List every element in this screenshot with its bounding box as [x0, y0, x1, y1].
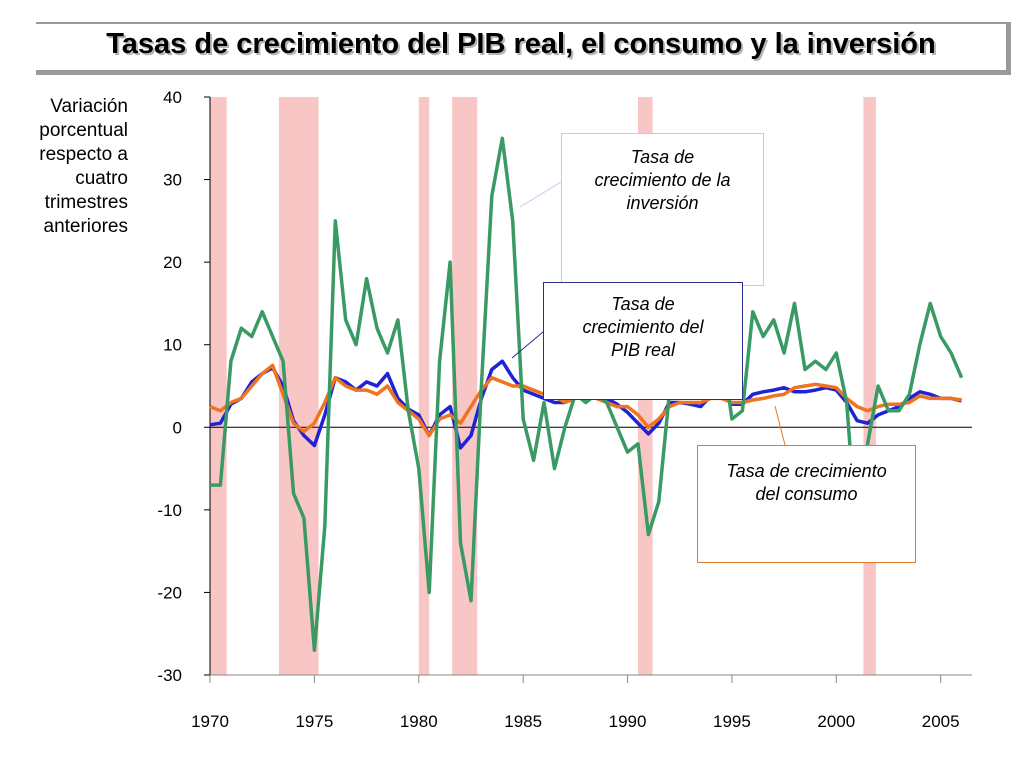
title-bottom-rule [36, 70, 1010, 75]
callout-inversion: Tasa de crecimiento de la inversión [561, 133, 764, 286]
y-axis-label-line: anteriores [43, 216, 129, 237]
title-right-rule [1006, 22, 1011, 75]
callout-line: Tasa de crecimiento [726, 461, 887, 481]
recession-band [418, 97, 430, 675]
x-tick-label: 1995 [713, 712, 751, 731]
leader-line-consumo [774, 405, 786, 446]
y-tick-label: 20 [163, 253, 182, 272]
y-tick-label: -30 [157, 666, 182, 685]
title-top-rule [36, 22, 1006, 24]
callout-line: crecimiento de la [594, 170, 731, 190]
y-tick-label: 0 [173, 418, 182, 437]
x-tick-label: 1985 [504, 712, 542, 731]
y-axis-label-line: porcentual [39, 120, 128, 141]
y-tick-label: 40 [163, 88, 182, 107]
x-tick-label: 1980 [400, 712, 438, 731]
callout-line: crecimiento del [582, 317, 704, 337]
x-tick-label: 2000 [817, 712, 855, 731]
title-box: Tasas de crecimiento del PIB real, el co… [36, 22, 1014, 75]
y-axis-label-line: cuatro [75, 168, 128, 189]
recession-band [210, 97, 227, 675]
callout-line: del consumo [755, 484, 858, 504]
y-axis-label: Variación porcentual respecto a cuatro t… [6, 95, 128, 239]
recession-band [863, 97, 876, 675]
y-axis-label-line: trimestres [44, 192, 128, 213]
leader-line-pib [511, 331, 544, 359]
page-title: Tasas de crecimiento del PIB real, el co… [106, 28, 936, 60]
y-tick-label: 10 [163, 336, 182, 355]
y-tick-label: 30 [163, 171, 182, 190]
y-axis-label-line: respecto a [39, 144, 128, 165]
callout-line: inversión [626, 193, 699, 213]
callout-line: PIB real [610, 340, 676, 360]
callout-line: Tasa de [630, 147, 695, 167]
callout-consumo: Tasa de crecimiento del consumo [697, 445, 916, 563]
y-tick-label: -20 [157, 583, 182, 602]
callout-pib: Tasa de crecimiento del PIB real [543, 282, 743, 400]
y-axis-label-line: Variación [50, 96, 128, 117]
leader-line-inversion [519, 181, 562, 208]
x-tick-label: 1990 [609, 712, 647, 731]
y-tick-label: -10 [157, 501, 182, 520]
x-tick-label: 2005 [922, 712, 960, 731]
x-tick-label: 1970 [191, 712, 229, 731]
x-tick-label: 1975 [295, 712, 333, 731]
series-line-inversion [210, 136, 964, 652]
callout-line: Tasa de [611, 294, 675, 314]
